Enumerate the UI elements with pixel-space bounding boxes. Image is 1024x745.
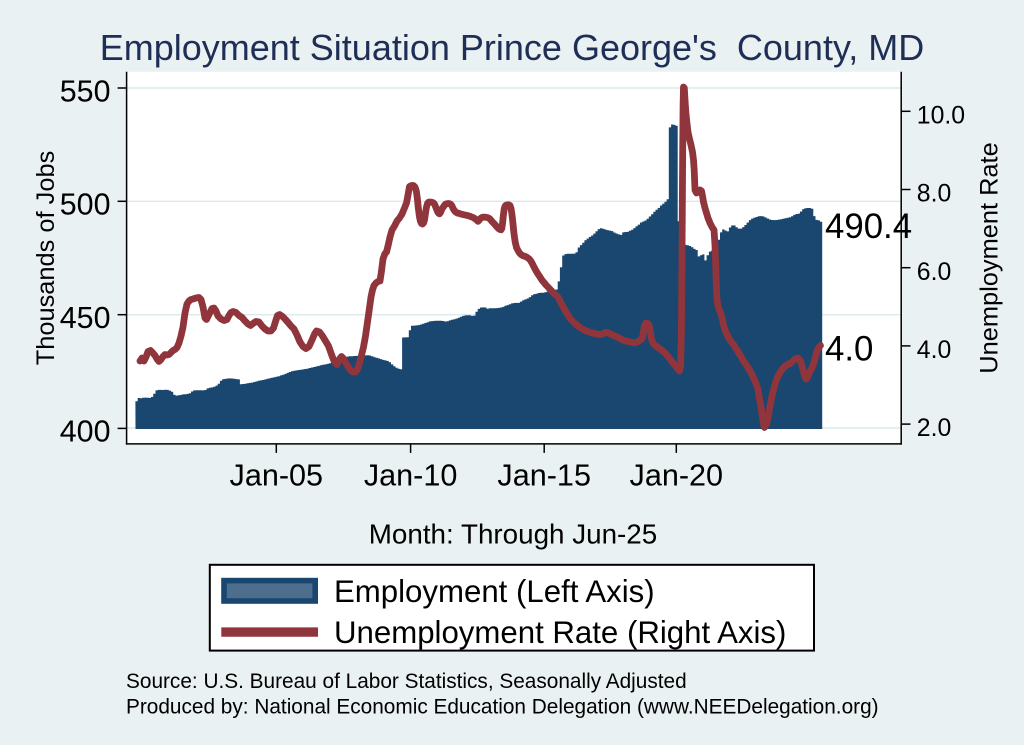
svg-text:400: 400 [60,415,111,449]
svg-text:Produced by: National Economic: Produced by: National Economic Education… [126,696,879,719]
svg-text:10.0: 10.0 [917,102,965,129]
svg-text:Jan-20: Jan-20 [630,458,724,492]
svg-text:2.0: 2.0 [917,415,951,442]
svg-text:Employment Situation Prince Ge: Employment Situation Prince George's Cou… [100,27,925,68]
svg-text:490.4: 490.4 [825,207,912,246]
svg-text:6.0: 6.0 [917,259,951,286]
svg-text:Unemployment Rate: Unemployment Rate [976,142,1004,373]
svg-text:450: 450 [60,301,111,335]
svg-text:Jan-05: Jan-05 [230,458,324,492]
svg-text:500: 500 [60,188,111,222]
svg-text:Employment (Left Axis): Employment (Left Axis) [334,574,655,609]
svg-text:4.0: 4.0 [917,337,951,364]
svg-text:Month: Through Jun-25: Month: Through Jun-25 [369,518,657,549]
svg-text:Jan-15: Jan-15 [497,458,591,492]
svg-text:Source: U.S. Bureau of Labor S: Source: U.S. Bureau of Labor Statistics,… [126,670,687,693]
svg-text:Thousands of Jobs: Thousands of Jobs [32,151,60,366]
svg-text:550: 550 [60,74,111,108]
svg-text:Jan-10: Jan-10 [364,458,458,492]
svg-text:8.0: 8.0 [917,181,951,208]
svg-text:4.0: 4.0 [825,330,873,369]
svg-text:Unemployment Rate (Right Axis): Unemployment Rate (Right Axis) [334,615,786,650]
